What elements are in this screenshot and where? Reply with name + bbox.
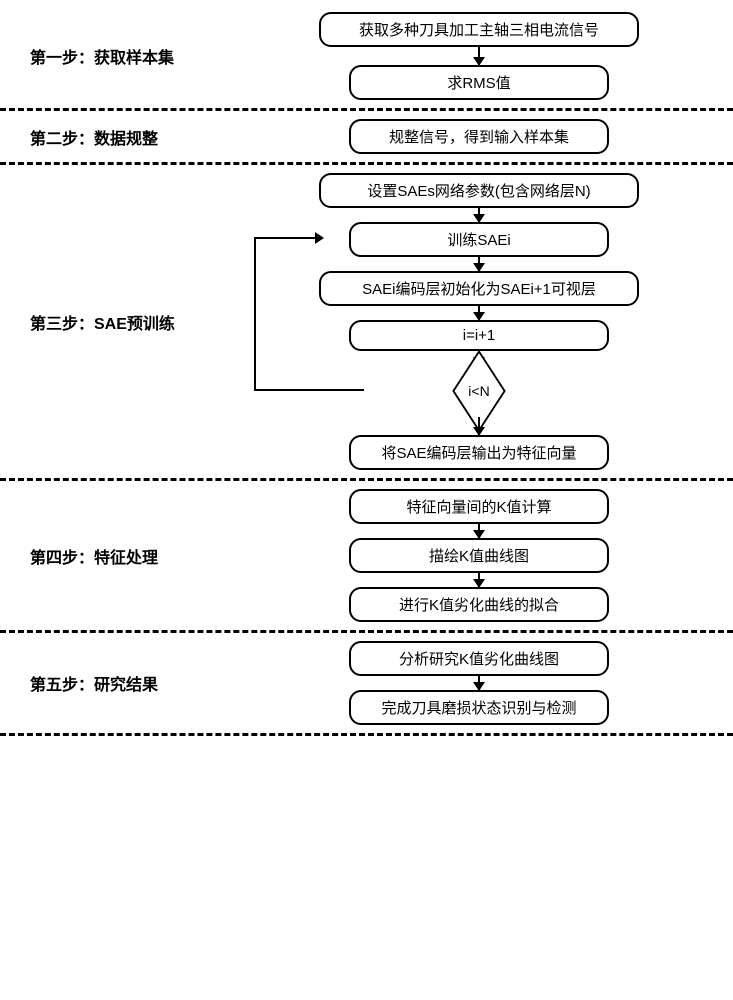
section-step-5: 第五步：研究结果 分析研究K值劣化曲线图 完成刀具磨损状态识别与检测: [0, 633, 733, 736]
arrow: [478, 676, 480, 690]
box-k-plot: 描绘K值曲线图: [349, 538, 609, 573]
loop-back-vertical: [254, 237, 256, 391]
step-1-label: 第一步：获取样本集: [0, 44, 225, 68]
box-rms: 求RMS值: [349, 65, 609, 100]
box-analyze: 分析研究K值劣化曲线图: [349, 641, 609, 676]
box-set-params: 设置SAEs网络参数(包含网络层N): [319, 173, 639, 208]
arrow: [478, 306, 480, 320]
loop-back-arrowhead: [315, 232, 324, 244]
section-step-3: 第三步：SAE预训练 设置SAEs网络参数(包含网络层N) 训练SAEi SAE…: [0, 165, 733, 481]
decision-text: i<N: [468, 383, 489, 399]
arrow: [478, 524, 480, 538]
decision-i-lt-n: i<N: [434, 365, 524, 417]
section-step-1: 第一步：获取样本集 获取多种刀具加工主轴三相电流信号 求RMS值: [0, 4, 733, 111]
arrow: [478, 417, 480, 435]
step-3-label: 第三步：SAE预训练: [0, 310, 225, 334]
loop-area: 训练SAEi SAEi编码层初始化为SAEi+1可视层 i=i+1 i<N: [319, 222, 639, 417]
section-step-2: 第二步：数据规整 规整信号，得到输入样本集: [0, 111, 733, 165]
box-acquire-signal: 获取多种刀具加工主轴三相电流信号: [319, 12, 639, 47]
loop-back-top: [254, 237, 319, 239]
box-train-sae: 训练SAEi: [349, 222, 609, 257]
step-2-flow: 规整信号，得到输入样本集: [225, 119, 733, 154]
step-5-label: 第五步：研究结果: [0, 671, 225, 695]
arrow: [478, 47, 480, 65]
box-increment: i=i+1: [349, 320, 609, 351]
step-5-flow: 分析研究K值劣化曲线图 完成刀具磨损状态识别与检测: [225, 641, 733, 725]
box-k-fit: 进行K值劣化曲线的拟合: [349, 587, 609, 622]
step-4-label: 第四步：特征处理: [0, 544, 225, 568]
loop-back-bottom: [254, 389, 364, 391]
step-3-flow: 设置SAEs网络参数(包含网络层N) 训练SAEi SAEi编码层初始化为SAE…: [225, 173, 733, 470]
step-4-flow: 特征向量间的K值计算 描绘K值曲线图 进行K值劣化曲线的拟合: [225, 489, 733, 622]
box-complete: 完成刀具磨损状态识别与检测: [349, 690, 609, 725]
box-output-features: 将SAE编码层输出为特征向量: [349, 435, 609, 470]
step-1-flow: 获取多种刀具加工主轴三相电流信号 求RMS值: [225, 12, 733, 100]
box-init-layer: SAEi编码层初始化为SAEi+1可视层: [319, 271, 639, 306]
arrow: [478, 257, 480, 271]
arrow: [478, 573, 480, 587]
section-step-4: 第四步：特征处理 特征向量间的K值计算 描绘K值曲线图 进行K值劣化曲线的拟合: [0, 481, 733, 633]
step-2-label: 第二步：数据规整: [0, 125, 225, 149]
arrow: [478, 208, 480, 222]
box-normalize: 规整信号，得到输入样本集: [349, 119, 609, 154]
box-k-calc: 特征向量间的K值计算: [349, 489, 609, 524]
